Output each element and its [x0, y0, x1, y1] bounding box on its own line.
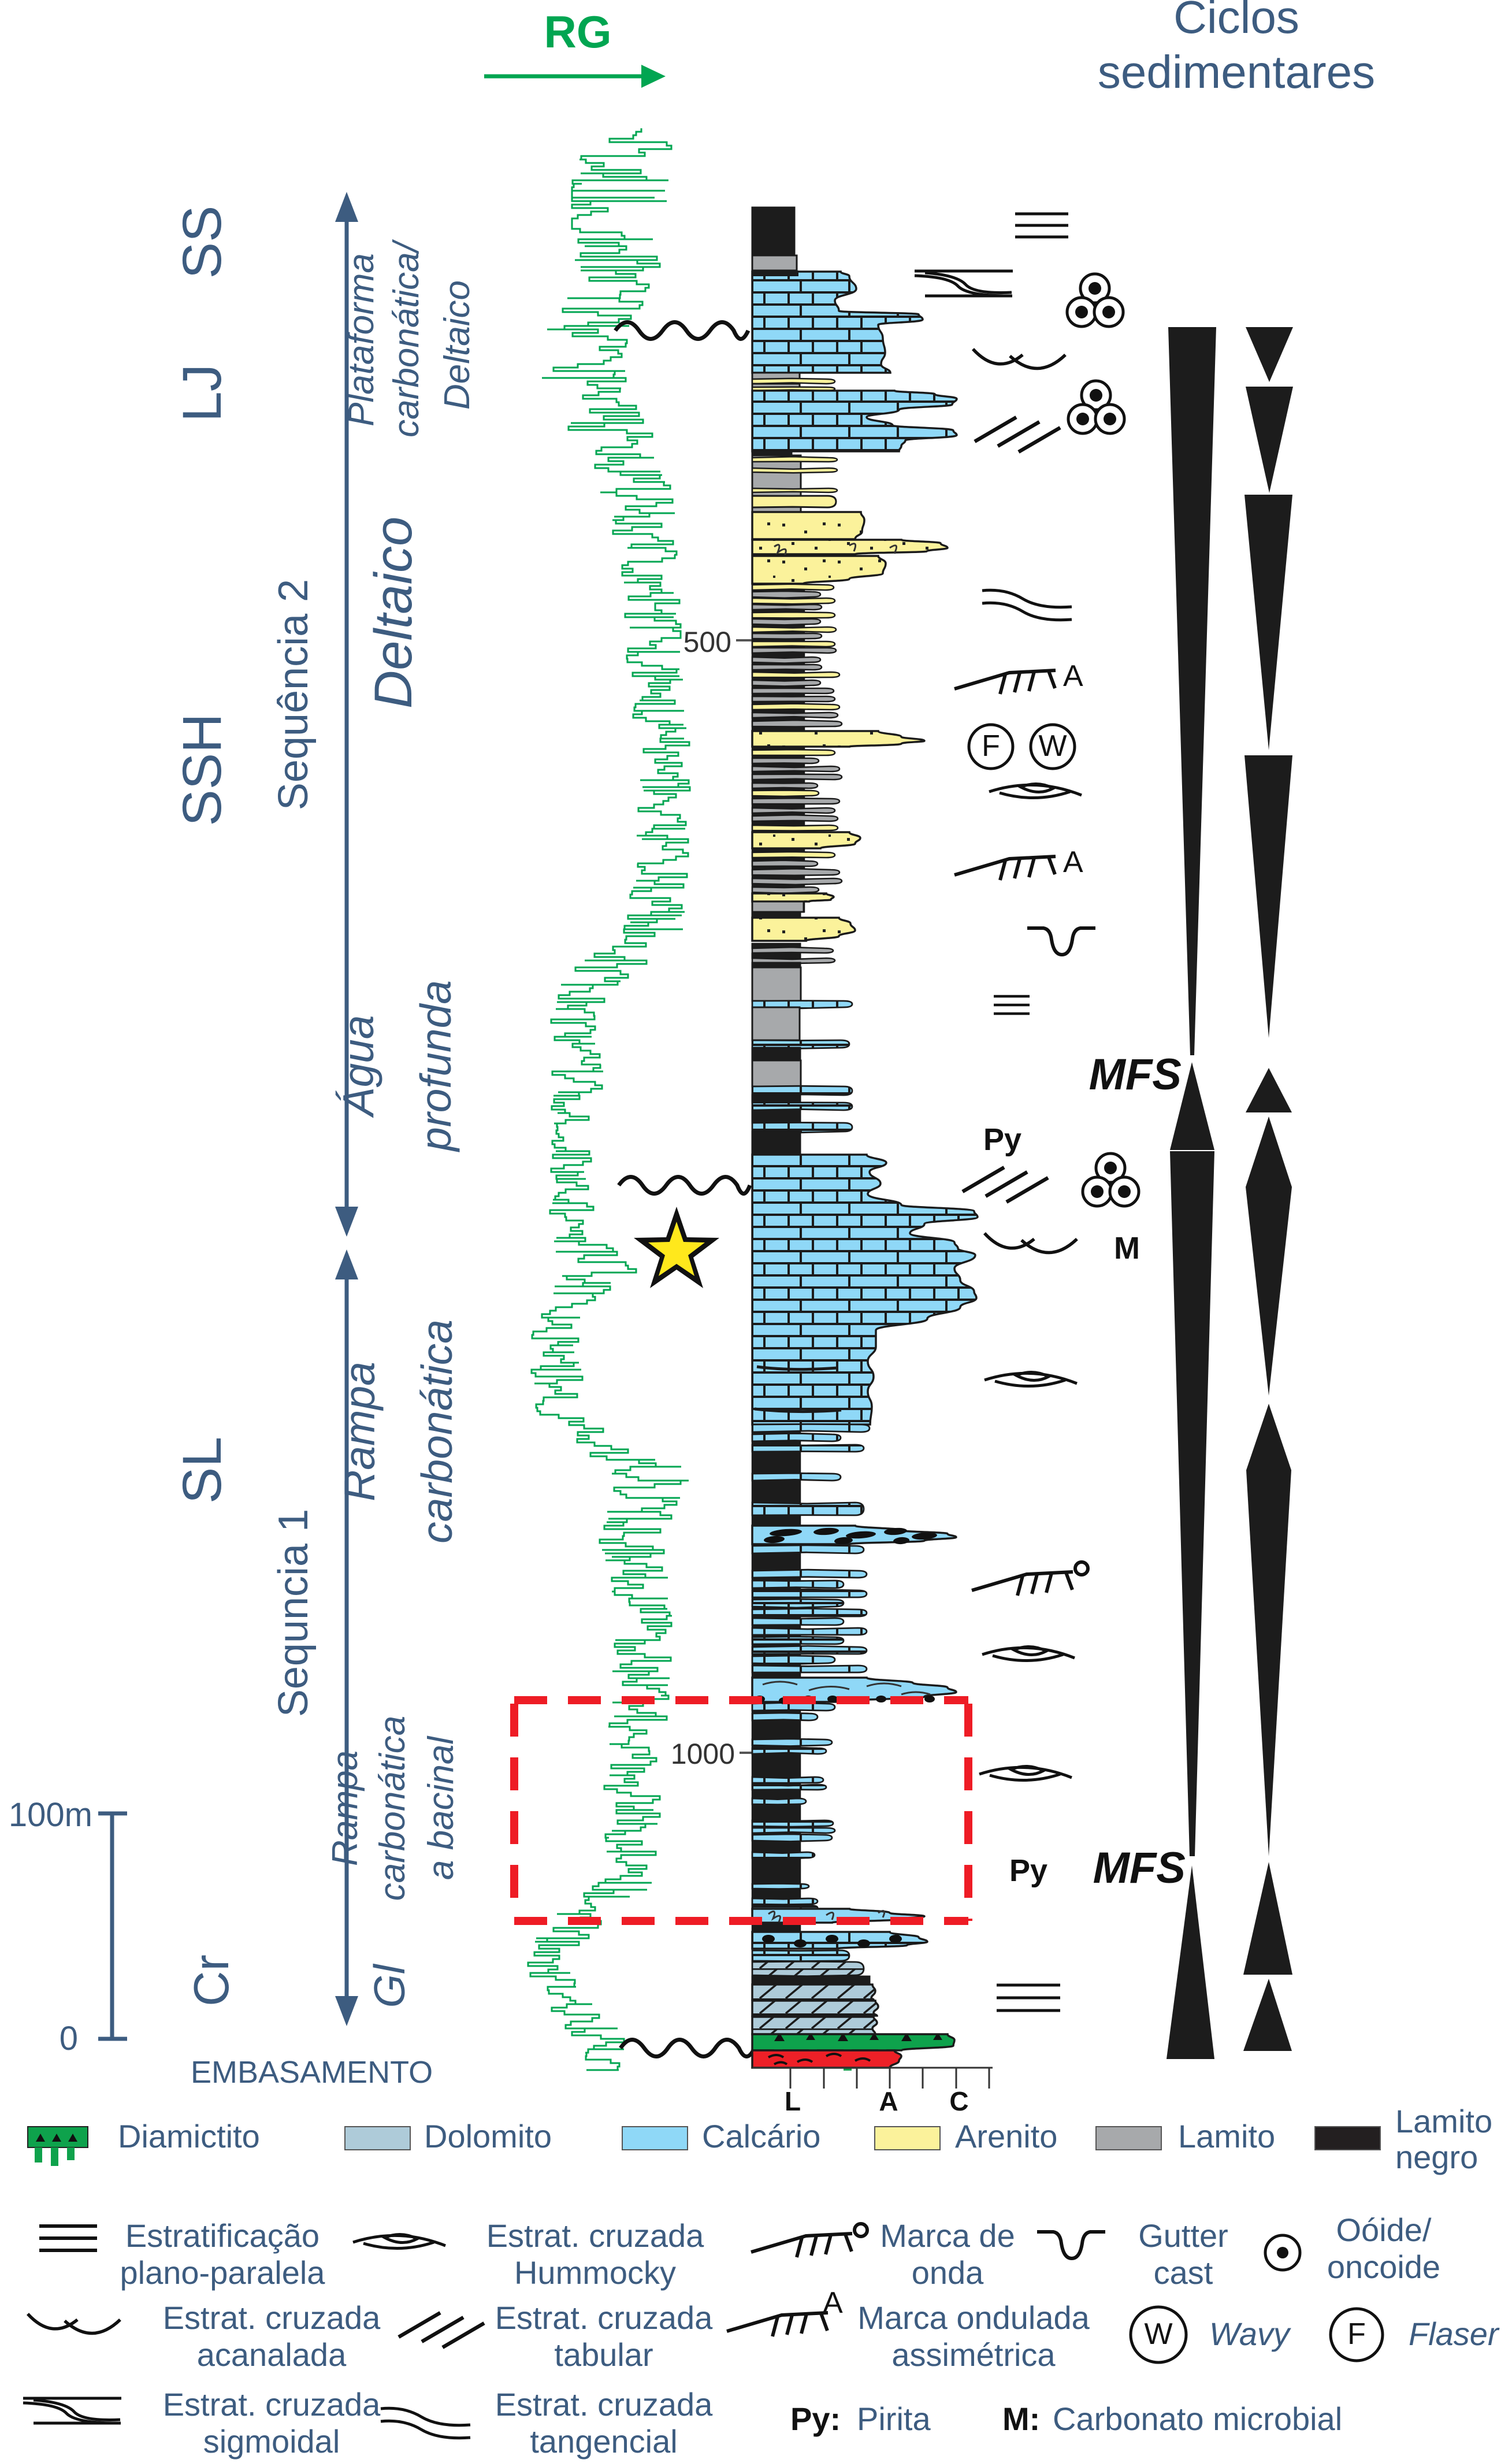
svg-text:carbonática: carbonática — [373, 1716, 413, 1901]
svg-text:Gutter: Gutter — [1138, 2217, 1228, 2254]
svg-text:0: 0 — [60, 2020, 78, 2057]
svg-text:M: M — [1114, 1231, 1140, 1266]
svg-text:oncoide: oncoide — [1327, 2249, 1440, 2285]
svg-text:onda: onda — [912, 2254, 984, 2291]
svg-text:Estratificação: Estratificação — [125, 2217, 320, 2254]
svg-text:Gl: Gl — [365, 1963, 414, 2008]
svg-text:Marca de: Marca de — [880, 2217, 1015, 2254]
svg-text:1000: 1000 — [671, 1738, 735, 1770]
svg-text:carbonática/: carbonática/ — [387, 239, 426, 437]
svg-text:MFS: MFS — [1089, 1050, 1182, 1099]
svg-text:SSH: SSH — [172, 713, 233, 826]
svg-text:SL: SL — [172, 1437, 233, 1504]
svg-text:Calcário: Calcário — [702, 2118, 820, 2154]
svg-text:sedimentares: sedimentares — [1098, 46, 1375, 98]
svg-text:Py:: Py: — [790, 2401, 841, 2437]
svg-text:A: A — [823, 2286, 843, 2320]
svg-text:W: W — [1038, 729, 1067, 763]
svg-text:Lamito: Lamito — [1395, 2103, 1492, 2139]
svg-text:Pirita: Pirita — [857, 2401, 931, 2437]
svg-text:acanalada: acanalada — [197, 2336, 347, 2373]
svg-text:W: W — [1144, 2317, 1172, 2351]
svg-text:Marca ondulada: Marca ondulada — [857, 2299, 1090, 2336]
svg-text:plano-paralela: plano-paralela — [120, 2254, 326, 2291]
svg-text:Cr: Cr — [184, 1954, 239, 2006]
svg-text:Estrat. cruzada: Estrat. cruzada — [163, 2299, 381, 2336]
svg-text:MFS: MFS — [1093, 1843, 1186, 1893]
svg-text:Diamictito: Diamictito — [118, 2118, 260, 2154]
svg-text:Py: Py — [983, 1122, 1021, 1157]
svg-text:Estrat. cruzada: Estrat. cruzada — [495, 2299, 713, 2336]
svg-text:Dolomito: Dolomito — [424, 2118, 552, 2154]
svg-text:F: F — [982, 729, 1000, 763]
svg-text:Plataforma: Plataforma — [341, 253, 381, 426]
svg-text:RG: RG — [544, 6, 612, 57]
svg-text:Py: Py — [1009, 1853, 1047, 1888]
svg-text:Estrat. cruzada: Estrat. cruzada — [486, 2217, 704, 2254]
svg-text:profunda: profunda — [411, 980, 460, 1152]
svg-text:A: A — [1063, 845, 1083, 879]
svg-text:L: L — [785, 2086, 801, 2116]
svg-text:M:: M: — [1002, 2401, 1040, 2437]
svg-text:LJ: LJ — [172, 364, 233, 422]
svg-text:negro: negro — [1395, 2139, 1478, 2175]
svg-text:100m: 100m — [9, 1796, 92, 1834]
svg-text:Oóide/: Oóide/ — [1336, 2212, 1432, 2248]
svg-text:C: C — [949, 2086, 968, 2116]
svg-text:a bacinal: a bacinal — [421, 1735, 461, 1880]
svg-text:Rampa: Rampa — [325, 1750, 365, 1866]
svg-text:500: 500 — [683, 626, 731, 658]
svg-text:carbonática: carbonática — [413, 1319, 461, 1544]
svg-text:F: F — [1347, 2317, 1366, 2351]
svg-text:A: A — [879, 2086, 898, 2116]
svg-text:Água: Água — [334, 1015, 382, 1118]
svg-text:tangencial: tangencial — [530, 2423, 677, 2460]
svg-text:Estrat. cruzada: Estrat. cruzada — [163, 2386, 381, 2423]
svg-text:Wavy: Wavy — [1209, 2316, 1291, 2352]
svg-text:Arenito: Arenito — [955, 2118, 1057, 2154]
svg-text:Hummocky: Hummocky — [514, 2254, 676, 2291]
svg-text:EMBASAMENTO: EMBASAMENTO — [191, 2055, 433, 2090]
svg-text:Sequncia 1: Sequncia 1 — [270, 1509, 317, 1717]
svg-text:tabular: tabular — [554, 2336, 653, 2373]
svg-text:A: A — [1063, 659, 1083, 693]
svg-text:assimétrica: assimétrica — [891, 2336, 1056, 2373]
svg-text:Flaser: Flaser — [1409, 2316, 1500, 2352]
svg-text:Sequência 2: Sequência 2 — [270, 579, 317, 810]
svg-text:Ciclos: Ciclos — [1173, 0, 1299, 43]
svg-text:cast: cast — [1154, 2254, 1213, 2291]
svg-text:Estrat. cruzada: Estrat. cruzada — [495, 2386, 713, 2423]
svg-text:Deltaico: Deltaico — [437, 280, 477, 410]
svg-text:Lamito: Lamito — [1178, 2118, 1275, 2154]
svg-text:Deltaico: Deltaico — [364, 517, 423, 709]
svg-text:Carbonato microbial: Carbonato microbial — [1053, 2401, 1342, 2437]
svg-text:sigmoidal: sigmoidal — [203, 2423, 340, 2460]
svg-text:SS: SS — [172, 206, 233, 279]
svg-text:Rampa: Rampa — [335, 1362, 384, 1501]
